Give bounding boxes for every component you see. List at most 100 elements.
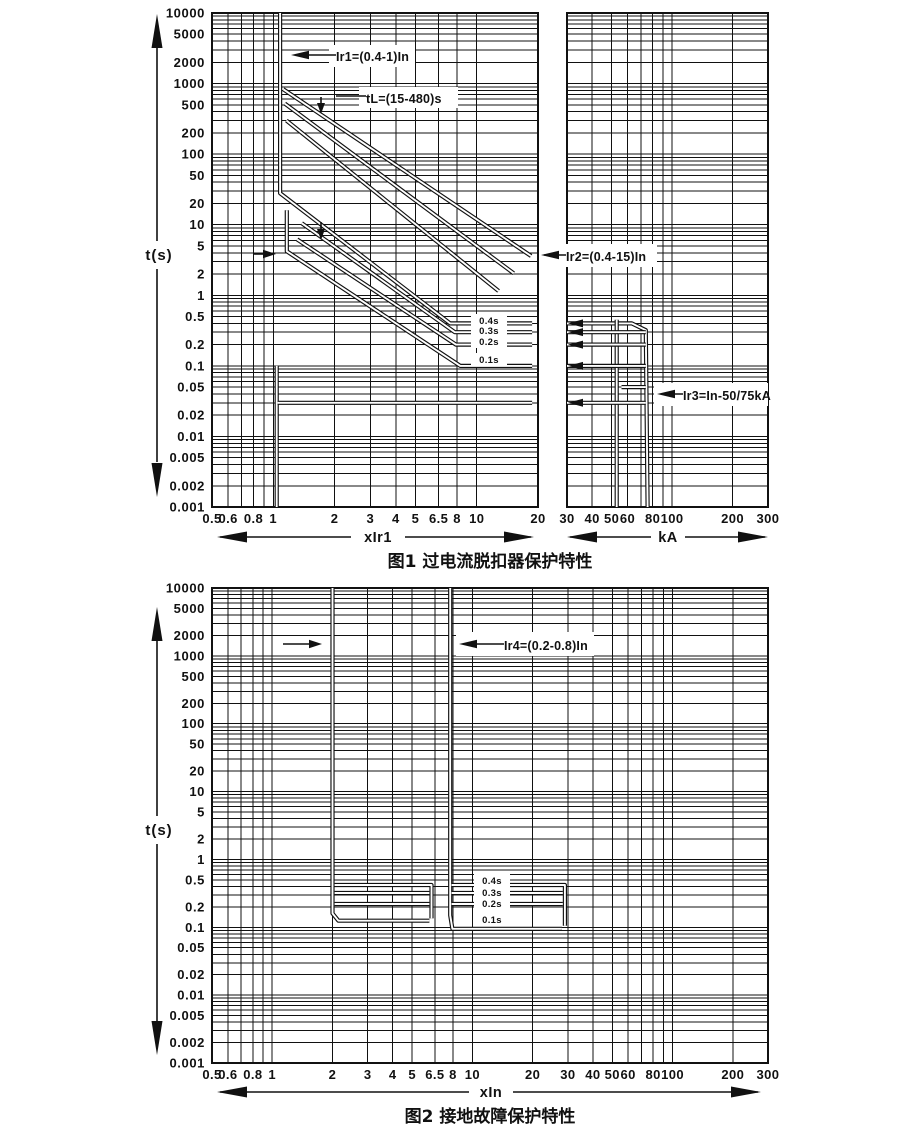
- figure1-caption: 图1 过电流脱扣器保护特性: [387, 552, 593, 572]
- right-arrowhead: [263, 249, 276, 259]
- svg-text:2: 2: [331, 511, 339, 526]
- svg-text:20: 20: [189, 764, 205, 779]
- svg-text:5: 5: [408, 1067, 416, 1082]
- svg-text:5000: 5000: [174, 27, 205, 42]
- svg-text:0.1: 0.1: [185, 358, 205, 373]
- svg-text:50: 50: [189, 737, 205, 752]
- up-arrowhead: [151, 607, 163, 641]
- svg-text:1000: 1000: [174, 76, 205, 91]
- svg-text:0.005: 0.005: [169, 1008, 205, 1023]
- ir4-min-marker: [283, 639, 322, 649]
- svg-text:30: 30: [560, 1067, 575, 1082]
- ir2-min-marker: [254, 249, 276, 259]
- svg-text:8: 8: [453, 511, 461, 526]
- figure2-x-axis-label: xIn: [480, 1085, 502, 1101]
- svg-text:40: 40: [584, 511, 599, 526]
- svg-text:5000: 5000: [174, 601, 205, 616]
- time-setting-label: 0.1s: [479, 355, 499, 366]
- figure2-y-axis-label: t(s): [145, 822, 172, 839]
- svg-text:200: 200: [182, 696, 206, 711]
- svg-text:0.2: 0.2: [185, 337, 205, 352]
- svg-text:80: 80: [645, 1067, 660, 1082]
- left-arrowhead: [459, 639, 477, 649]
- tl-label-text: tL=(15-480)s: [366, 92, 442, 106]
- left-arrowhead: [291, 50, 309, 60]
- svg-text:60: 60: [620, 1067, 635, 1082]
- svg-text:30: 30: [559, 511, 574, 526]
- svg-text:0.1: 0.1: [185, 920, 205, 935]
- left-arrowhead: [568, 340, 583, 349]
- gf-min-0-4s-curve: [334, 882, 434, 919]
- svg-text:10: 10: [189, 784, 205, 799]
- ir2-label: Ir2=(0.4-15)In: [541, 244, 657, 267]
- svg-text:300: 300: [757, 1067, 780, 1082]
- svg-text:8: 8: [449, 1067, 457, 1082]
- svg-text:0.001: 0.001: [169, 500, 205, 515]
- svg-text:6.5: 6.5: [429, 511, 448, 526]
- ir3-label-text: Ir3=In-50/75kA: [683, 389, 771, 403]
- svg-text:100: 100: [182, 716, 206, 731]
- svg-text:2: 2: [329, 1067, 337, 1082]
- svg-text:0.5: 0.5: [185, 309, 205, 324]
- left-arrowhead: [657, 389, 675, 399]
- time-setting-label: 0.3s: [482, 888, 502, 899]
- tl-label: tL=(15-480)s: [317, 87, 458, 240]
- left-arrowhead: [567, 531, 597, 543]
- overcurrent-panel-border: [211, 12, 539, 508]
- svg-text:0.6: 0.6: [218, 511, 237, 526]
- svg-text:1: 1: [197, 288, 205, 303]
- figure1-y-axis-label: t(s): [145, 247, 172, 264]
- svg-text:10000: 10000: [166, 581, 205, 596]
- figure2-caption: 图2 接地故障保护特性: [404, 1107, 576, 1127]
- ground-fault-panel-border: [211, 587, 769, 1064]
- left-arrowhead: [217, 531, 247, 543]
- svg-text:200: 200: [721, 511, 744, 526]
- svg-text:0.02: 0.02: [177, 408, 205, 423]
- svg-text:80: 80: [645, 511, 660, 526]
- svg-text:200: 200: [182, 125, 206, 140]
- right-arrowhead: [504, 531, 534, 543]
- svg-text:10: 10: [465, 1067, 480, 1082]
- time-setting-label: 0.2s: [482, 899, 502, 910]
- ir4-label: Ir4=(0.2-0.8)In: [456, 632, 594, 656]
- svg-text:100: 100: [182, 147, 206, 162]
- svg-text:0.02: 0.02: [177, 967, 205, 982]
- svg-text:100: 100: [661, 511, 684, 526]
- ir3-label: Ir3=In-50/75kA: [654, 383, 771, 406]
- svg-text:5: 5: [197, 804, 205, 819]
- svg-text:0.001: 0.001: [169, 1056, 205, 1071]
- svg-text:3: 3: [367, 511, 375, 526]
- time-setting-label: 0.4s: [479, 316, 499, 327]
- svg-text:0.8: 0.8: [243, 1067, 262, 1082]
- svg-text:0.01: 0.01: [177, 988, 205, 1003]
- svg-text:1: 1: [268, 1067, 276, 1082]
- svg-text:6.5: 6.5: [425, 1067, 444, 1082]
- svg-text:0.8: 0.8: [244, 511, 263, 526]
- svg-text:4: 4: [389, 1067, 397, 1082]
- svg-text:2: 2: [197, 267, 205, 282]
- svg-text:1000: 1000: [174, 648, 205, 663]
- svg-text:100: 100: [661, 1067, 684, 1082]
- ir1-label-text: Ir1=(0.4-1)In: [336, 50, 409, 64]
- svg-text:10000: 10000: [166, 6, 205, 21]
- svg-text:10: 10: [469, 511, 484, 526]
- svg-text:0.2: 0.2: [185, 899, 205, 914]
- time-setting-label: 0.3s: [479, 326, 499, 337]
- down-arrowhead: [151, 1021, 163, 1055]
- down-arrowhead: [317, 103, 325, 114]
- svg-text:4: 4: [392, 511, 400, 526]
- left-arrowhead: [568, 361, 583, 370]
- ir1-label: Ir1=(0.4-1)In: [291, 45, 415, 67]
- figure2-y-ticks: 10000 5000 2000 1000 500 200 100 50 20 10 5 2 1 0.5 0.…: [166, 581, 205, 1071]
- svg-text:0.05: 0.05: [177, 940, 205, 955]
- svg-text:3: 3: [364, 1067, 372, 1082]
- svg-text:500: 500: [182, 97, 206, 112]
- svg-text:0.01: 0.01: [177, 429, 205, 444]
- svg-text:20: 20: [530, 511, 545, 526]
- svg-text:50: 50: [605, 1067, 620, 1082]
- gf-pickup-min-spine-curve: [330, 588, 430, 923]
- svg-text:5: 5: [197, 238, 205, 253]
- svg-text:5: 5: [412, 511, 420, 526]
